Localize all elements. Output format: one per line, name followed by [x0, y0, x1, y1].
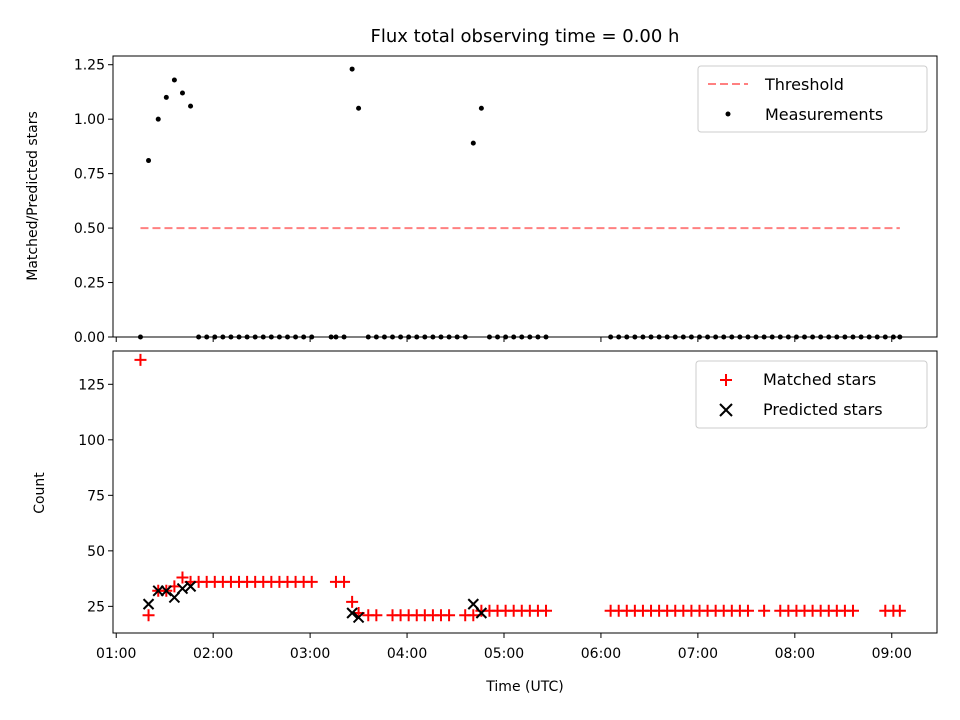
top-plot-area	[137, 66, 903, 340]
x-tick-label: 03:00	[290, 646, 330, 662]
predicted-stars-point	[142, 598, 155, 610]
measurement-point	[356, 105, 362, 111]
top-ylabel: Matched/Predicted stars	[25, 111, 41, 281]
bottom-x-ticks: 01:00 02:00 03:00 04:00 05:00 06:00 07:00 08:00…	[96, 633, 912, 662]
top-legend-box	[697, 65, 928, 133]
matched-stars-point	[305, 575, 318, 588]
matched-legend-swatch	[720, 374, 732, 386]
measurements-legend-swatch	[725, 111, 731, 117]
y-tick-label: 50	[87, 544, 105, 560]
predicted-stars-point	[184, 580, 197, 593]
measurement-point	[155, 116, 161, 122]
bottom-plot-area	[134, 353, 906, 624]
matched-legend-label: Matched stars	[763, 370, 876, 389]
predicted-stars-point	[168, 591, 181, 604]
x-tick-label: 09:00	[872, 646, 912, 662]
y-tick-label: 0.50	[74, 221, 105, 237]
top-y-ticks: 0.00 0.25 0.50 0.75 1.00 1.25	[74, 58, 113, 346]
y-tick-label: 75	[87, 488, 105, 504]
predicted-stars-point	[160, 585, 173, 597]
measurement-point	[188, 103, 194, 109]
measurement-point	[179, 90, 185, 96]
bottom-panel: Count Time (UTC) 25 50 75 100 125 01:00 02:00…	[32, 350, 938, 695]
y-tick-label: 0.00	[74, 330, 105, 346]
x-tick-label: 02:00	[193, 646, 233, 662]
top-panel: Flux total observing time = 0.00 h Match…	[25, 26, 938, 346]
measurement-point	[146, 158, 152, 164]
x-tick-label: 08:00	[775, 646, 815, 662]
matched-stars-point	[467, 609, 480, 622]
y-tick-label: 100	[78, 433, 105, 449]
top-axes-frame	[112, 55, 938, 338]
matched-stars-point	[142, 609, 155, 622]
measurement-point	[171, 77, 177, 83]
bottom-xlabel: Time (UTC)	[485, 679, 563, 695]
predicted-stars-point	[352, 611, 365, 624]
matched-stars-point	[758, 604, 771, 617]
x-tick-label: 07:00	[678, 646, 718, 662]
bottom-legend-box	[695, 360, 928, 429]
bottom-legend: Matched stars Predicted stars	[695, 360, 928, 429]
matched-stars-point	[346, 595, 359, 608]
predicted-stars-point	[467, 598, 480, 610]
x-tick-label: 04:00	[387, 646, 427, 662]
predicted-stars-point	[475, 607, 488, 619]
y-tick-label: 0.75	[74, 167, 105, 183]
bottom-y-ticks: 25 50 75 100 125	[78, 377, 113, 615]
measurements-legend-label: Measurements	[765, 105, 883, 124]
predicted-legend-swatch	[719, 403, 733, 417]
x-tick-label: 06:00	[581, 646, 621, 662]
predicted-legend-label: Predicted stars	[763, 400, 883, 419]
bottom-ylabel: Count	[32, 472, 48, 514]
matched-stars-point	[540, 604, 553, 617]
matched-stars-point	[443, 609, 456, 622]
top-legend: Threshold Measurements	[697, 65, 928, 133]
y-tick-label: 125	[78, 377, 105, 393]
measurement-point	[163, 94, 169, 100]
threshold-legend-label: Threshold	[764, 75, 844, 94]
predicted-stars-point	[176, 582, 189, 595]
y-tick-label: 1.25	[74, 58, 105, 74]
y-tick-label: 25	[87, 599, 105, 615]
matched-stars-point	[370, 609, 383, 622]
matched-stars-point	[338, 575, 351, 588]
matched-stars-point	[846, 604, 859, 617]
y-tick-label: 0.25	[74, 276, 105, 292]
measurement-point	[349, 66, 355, 72]
measurement-point	[478, 105, 484, 111]
predicted-stars-point	[346, 607, 358, 619]
matched-stars-point	[741, 604, 754, 617]
matched-stars-point	[134, 353, 147, 366]
x-tick-label: 05:00	[484, 646, 524, 662]
x-tick-label: 01:00	[96, 646, 136, 662]
matched-stars-point	[893, 604, 906, 617]
matched-stars-point	[176, 571, 189, 584]
y-tick-label: 1.00	[74, 112, 105, 128]
top-title: Flux total observing time = 0.00 h	[371, 26, 680, 47]
bottom-axes-frame	[112, 350, 938, 634]
measurement-point	[470, 140, 476, 146]
